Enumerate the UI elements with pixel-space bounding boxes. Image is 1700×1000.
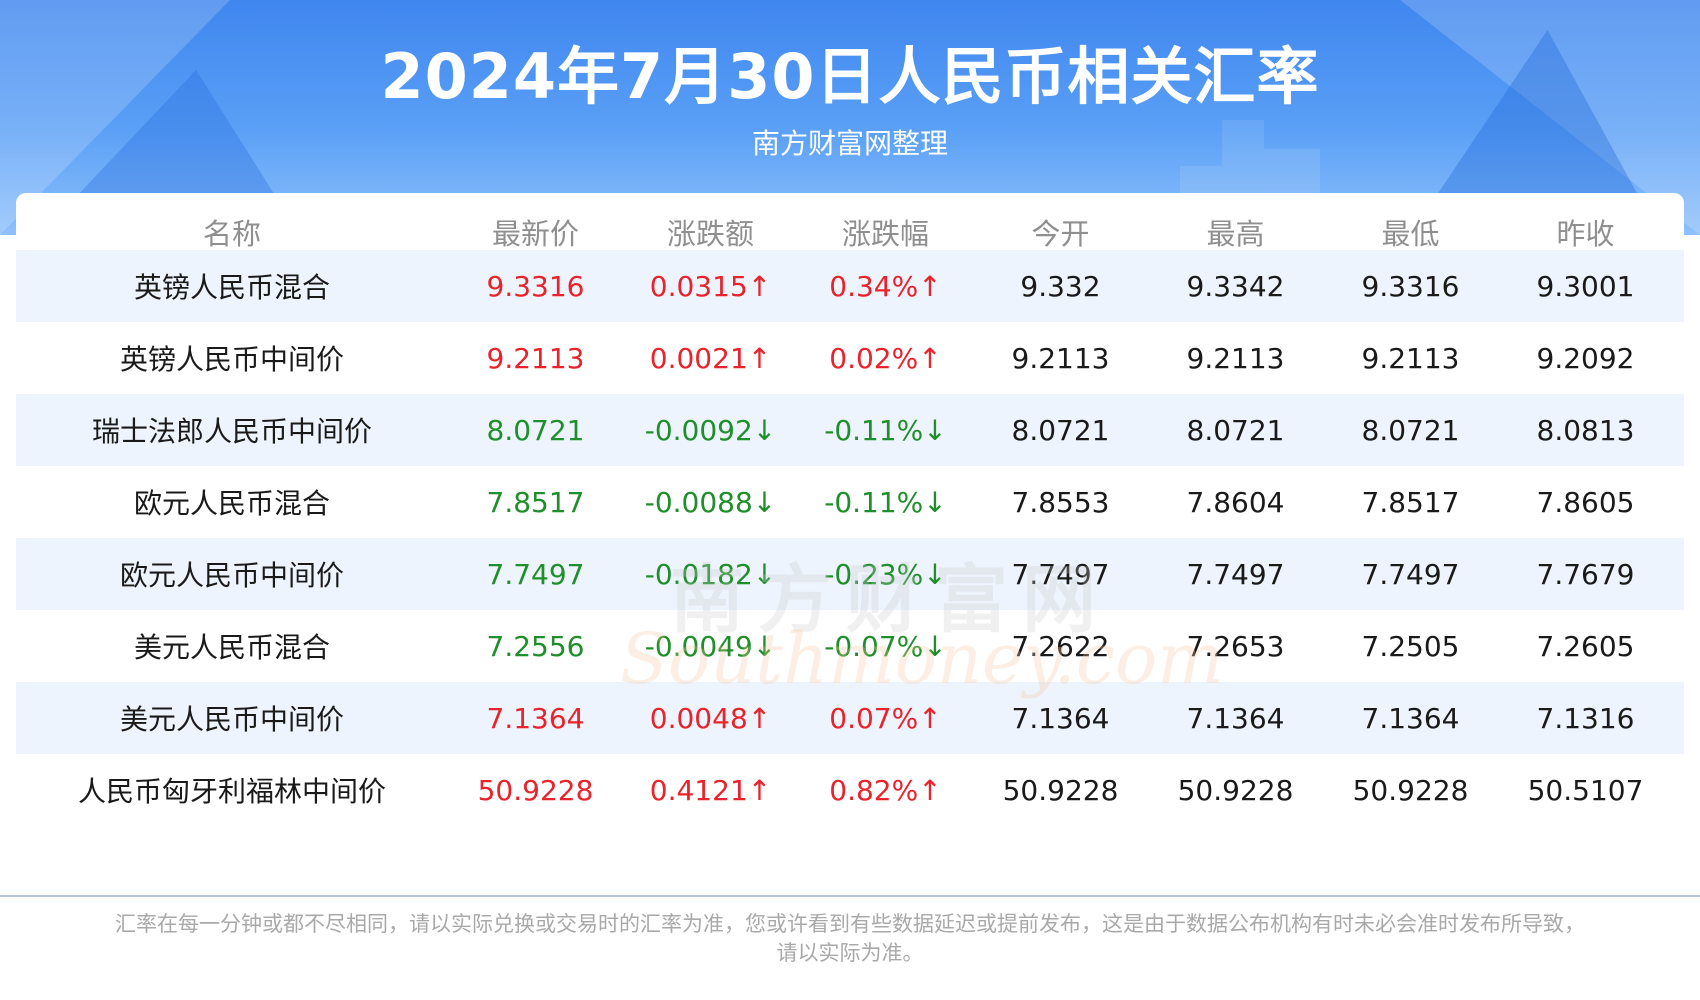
cell-name: 瑞士法郎人民币中间价 — [91, 415, 372, 448]
disclaimer-line-2: 请以实际为准。 — [776, 941, 924, 965]
cell-high: 9.3342 — [1186, 269, 1285, 303]
cell-percent: -0.11%↓ — [824, 413, 947, 447]
cell-low: 8.0721 — [1361, 413, 1460, 447]
cell-prev-close: 9.2092 — [1536, 341, 1635, 375]
cell-high: 9.2113 — [1186, 341, 1285, 375]
cell-low: 9.2113 — [1361, 341, 1460, 375]
column-header-low: 最低 — [1381, 217, 1440, 251]
cell-open: 7.1364 — [1011, 701, 1110, 735]
table-row: 英镑人民币中间价 9.2113 0.0021↑ 0.02%↑ 9.2113 9.2113 9… — [16, 322, 1684, 394]
column-header-percent: 涨跌幅 — [841, 217, 929, 251]
cell-name: 人民币匈牙利福林中间价 — [77, 775, 386, 808]
footer-divider — [0, 895, 1700, 897]
cell-percent: 0.82%↑ — [829, 773, 942, 807]
column-header-latest: 最新价 — [491, 217, 579, 251]
cell-latest: 7.8517 — [486, 485, 585, 519]
cell-prev-close: 8.0813 — [1536, 413, 1635, 447]
disclaimer-footer: 汇率在每一分钟或都不尽相同，请以实际兑换或交易时的汇率为准，您或许看到有些数据延… — [70, 910, 1630, 968]
column-header-name: 名称 — [202, 217, 261, 251]
cell-latest: 9.2113 — [486, 341, 585, 375]
cell-prev-close: 7.1316 — [1536, 701, 1635, 735]
cell-change: -0.0088↓ — [644, 485, 777, 519]
cell-percent: -0.11%↓ — [824, 485, 947, 519]
cell-name: 欧元人民币中间价 — [119, 559, 344, 592]
cell-latest: 9.3316 — [486, 269, 585, 303]
cell-prev-close: 50.5107 — [1527, 773, 1644, 807]
cell-change: 0.0315↑ — [649, 269, 772, 303]
cell-open: 8.0721 — [1011, 413, 1110, 447]
cell-low: 7.2505 — [1361, 629, 1460, 663]
table-row: 英镑人民币混合 9.3316 0.0315↑ 0.34%↑ 9.332 9.3342 9.3… — [16, 250, 1684, 322]
cell-low: 7.7497 — [1361, 557, 1460, 591]
cell-change: 0.0021↑ — [649, 341, 772, 375]
cell-high: 8.0721 — [1186, 413, 1285, 447]
cell-open: 50.9228 — [1002, 773, 1119, 807]
cell-prev-close: 7.8605 — [1536, 485, 1635, 519]
cell-name: 欧元人民币混合 — [133, 487, 330, 520]
cell-latest: 7.7497 — [486, 557, 585, 591]
cell-latest: 50.9228 — [477, 773, 594, 807]
cell-high: 7.1364 — [1186, 701, 1285, 735]
cell-low: 50.9228 — [1352, 773, 1469, 807]
cell-latest: 8.0721 — [486, 413, 585, 447]
rates-table: 名称 最新价 涨跌额 涨跌幅 今开 最高 最低 昨收 英镑人民币混合 9.3316… — [16, 193, 1684, 893]
table-row: 人民币匈牙利福林中间价 50.9228 0.4121↑ 0.82%↑ 50.9228 50… — [16, 754, 1684, 826]
cell-change: -0.0182↓ — [644, 557, 777, 591]
cell-low: 7.1364 — [1361, 701, 1460, 735]
cell-percent: 0.07%↑ — [829, 701, 942, 735]
cell-high: 7.2653 — [1186, 629, 1285, 663]
column-header-prev-close: 昨收 — [1556, 217, 1615, 251]
cell-percent: -0.23%↓ — [824, 557, 947, 591]
cell-percent: 0.02%↑ — [829, 341, 942, 375]
cell-percent: 0.34%↑ — [829, 269, 942, 303]
cell-name: 英镑人民币中间价 — [119, 343, 344, 376]
table-row: 瑞士法郎人民币中间价 8.0721 -0.0092↓ -0.11%↓ 8.0721 8.0… — [16, 394, 1684, 466]
cell-low: 7.8517 — [1361, 485, 1460, 519]
column-header-change: 涨跌额 — [666, 217, 754, 251]
page-subtitle: 南方财富网整理 — [751, 127, 948, 160]
table-row: 美元人民币中间价 7.1364 0.0048↑ 0.07%↑ 7.1364 7.1364 7… — [16, 682, 1684, 754]
cell-prev-close: 7.2605 — [1536, 629, 1635, 663]
cell-open: 7.2622 — [1011, 629, 1110, 663]
cell-latest: 7.2556 — [486, 629, 585, 663]
cell-open: 7.7497 — [1011, 557, 1110, 591]
cell-latest: 7.1364 — [486, 701, 585, 735]
cell-percent: -0.07%↓ — [824, 629, 947, 663]
table-header-row: 名称 最新价 涨跌额 涨跌幅 今开 最高 最低 昨收 — [16, 193, 1684, 271]
cell-name: 英镑人民币混合 — [133, 271, 330, 304]
table-row: 美元人民币混合 7.2556 -0.0049↓ -0.07%↓ 7.2622 7.2653… — [16, 610, 1684, 682]
cell-change: 0.4121↑ — [649, 773, 772, 807]
cell-open: 9.2113 — [1011, 341, 1110, 375]
column-header-open: 今开 — [1031, 217, 1090, 251]
cell-change: -0.0049↓ — [644, 629, 777, 663]
cell-change: 0.0048↑ — [649, 701, 772, 735]
cell-high: 50.9228 — [1177, 773, 1294, 807]
cell-low: 9.3316 — [1361, 269, 1460, 303]
cell-open: 7.8553 — [1011, 485, 1110, 519]
column-header-high: 最高 — [1206, 217, 1265, 251]
cell-change: -0.0092↓ — [644, 413, 777, 447]
cell-prev-close: 9.3001 — [1536, 269, 1635, 303]
cell-prev-close: 7.7679 — [1536, 557, 1635, 591]
cell-name: 美元人民币中间价 — [119, 703, 344, 736]
cell-high: 7.7497 — [1186, 557, 1285, 591]
table-row: 欧元人民币混合 7.8517 -0.0088↓ -0.11%↓ 7.8553 7.8604… — [16, 466, 1684, 538]
page-title: 2024年7月30日人民币相关汇率 — [380, 40, 1320, 113]
table-row: 欧元人民币中间价 7.7497 -0.0182↓ -0.23%↓ 7.7497 7.749… — [16, 538, 1684, 610]
cell-open: 9.332 — [1020, 269, 1101, 303]
cell-high: 7.8604 — [1186, 485, 1285, 519]
disclaimer-line-1: 汇率在每一分钟或都不尽相同，请以实际兑换或交易时的汇率为准，您或许看到有些数据延… — [115, 912, 1585, 936]
cell-name: 美元人民币混合 — [133, 631, 330, 664]
